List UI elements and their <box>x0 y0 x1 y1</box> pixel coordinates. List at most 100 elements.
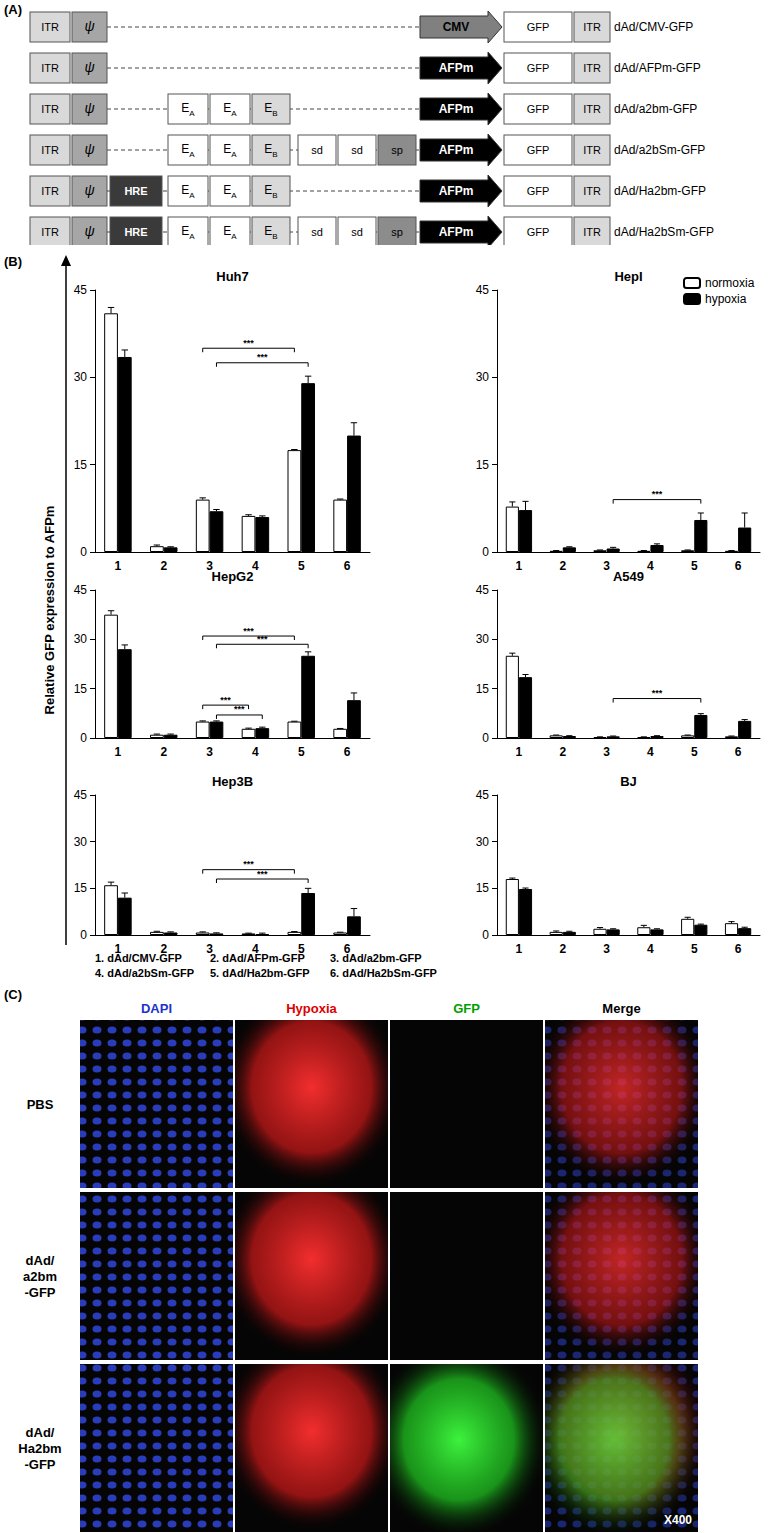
svg-text:AFPm: AFPm <box>439 102 474 116</box>
svg-text:6. dAd/Ha2bSm-GFP: 6. dAd/Ha2bSm-GFP <box>330 967 437 979</box>
svg-text:EA: EA <box>223 183 237 200</box>
svg-text:30: 30 <box>476 835 490 849</box>
svg-text:-GFP: -GFP <box>24 1285 55 1300</box>
svg-text:sp: sp <box>391 226 403 238</box>
svg-text:EA: EA <box>223 101 237 118</box>
svg-text:Hypoxia: Hypoxia <box>286 1001 337 1016</box>
svg-text:Ha2bm: Ha2bm <box>18 1441 61 1456</box>
svg-text:1: 1 <box>516 745 523 759</box>
svg-text:15: 15 <box>476 458 490 472</box>
svg-text:dAd/AFPm-GFP: dAd/AFPm-GFP <box>614 61 701 75</box>
svg-text:3: 3 <box>206 559 213 573</box>
svg-text:***: *** <box>652 688 663 698</box>
svg-text:6: 6 <box>344 745 351 759</box>
svg-text:6: 6 <box>735 559 742 573</box>
svg-text:PBS: PBS <box>27 1097 54 1112</box>
svg-text:6: 6 <box>735 745 742 759</box>
svg-text:sd: sd <box>351 144 363 156</box>
svg-text:AFPm: AFPm <box>439 184 474 198</box>
svg-text:4: 4 <box>252 745 259 759</box>
svg-text:ITR: ITR <box>583 62 601 74</box>
svg-text:(A): (A) <box>4 2 22 17</box>
svg-text:dAd/CMV-GFP: dAd/CMV-GFP <box>614 20 693 34</box>
svg-text:5: 5 <box>691 942 698 956</box>
svg-text:5: 5 <box>298 942 305 956</box>
svg-text:EA: EA <box>181 183 195 200</box>
svg-text:***: *** <box>652 489 663 499</box>
svg-text:HRE: HRE <box>124 185 147 197</box>
svg-text:5: 5 <box>298 745 305 759</box>
svg-text:30: 30 <box>74 632 88 646</box>
svg-text:2. dAd/AFPm-GFP: 2. dAd/AFPm-GFP <box>210 952 305 964</box>
svg-text:1: 1 <box>115 942 122 956</box>
svg-text:3: 3 <box>206 745 213 759</box>
svg-text:ITR: ITR <box>583 103 601 115</box>
svg-text:ITR: ITR <box>41 226 59 238</box>
svg-text:dAd/Ha2bm-GFP: dAd/Ha2bm-GFP <box>614 184 706 198</box>
svg-text:***: *** <box>257 352 268 362</box>
svg-text:Hep3B: Hep3B <box>212 774 253 789</box>
svg-text:30: 30 <box>74 370 88 384</box>
svg-text:ITR: ITR <box>41 21 59 33</box>
svg-text:ITR: ITR <box>583 144 601 156</box>
svg-text:ITR: ITR <box>41 144 59 156</box>
svg-text:4: 4 <box>252 559 259 573</box>
svg-text:sd: sd <box>311 226 323 238</box>
svg-text:HRE: HRE <box>124 226 147 238</box>
svg-text:2: 2 <box>160 559 167 573</box>
svg-text:0: 0 <box>482 731 489 745</box>
svg-text:GFP: GFP <box>527 103 550 115</box>
svg-text:1: 1 <box>115 745 122 759</box>
svg-text:AFPm: AFPm <box>439 143 474 157</box>
svg-text:GFP: GFP <box>527 62 550 74</box>
svg-text:GFP: GFP <box>527 185 550 197</box>
svg-text:5: 5 <box>298 559 305 573</box>
svg-text:0: 0 <box>482 928 489 942</box>
svg-text:ITR: ITR <box>41 185 59 197</box>
svg-text:normoxia: normoxia <box>705 276 755 290</box>
svg-text:BJ: BJ <box>620 774 637 789</box>
svg-text:2: 2 <box>559 745 566 759</box>
svg-text:2: 2 <box>160 942 167 956</box>
svg-text:ITR: ITR <box>41 62 59 74</box>
svg-text:30: 30 <box>74 835 88 849</box>
svg-text:AFPm: AFPm <box>439 61 474 75</box>
svg-text:A549: A549 <box>613 569 644 584</box>
svg-text:ψ: ψ <box>84 100 94 116</box>
svg-text:1: 1 <box>115 559 122 573</box>
svg-text:dAd/a2bm-GFP: dAd/a2bm-GFP <box>614 102 697 116</box>
svg-text:15: 15 <box>74 458 88 472</box>
svg-text:EA: EA <box>181 101 195 118</box>
svg-text:ITR: ITR <box>583 21 601 33</box>
svg-text:0: 0 <box>80 928 87 942</box>
svg-text:ITR: ITR <box>583 226 601 238</box>
svg-text:0: 0 <box>80 731 87 745</box>
svg-text:4: 4 <box>647 559 654 573</box>
svg-text:***: *** <box>243 338 254 348</box>
svg-text:45: 45 <box>74 283 88 297</box>
svg-text:3: 3 <box>206 942 213 956</box>
svg-text:0: 0 <box>482 545 489 559</box>
svg-text:45: 45 <box>476 283 490 297</box>
svg-text:15: 15 <box>476 682 490 696</box>
svg-text:sd: sd <box>311 144 323 156</box>
svg-text:4: 4 <box>252 942 259 956</box>
svg-text:6: 6 <box>344 942 351 956</box>
svg-text:4: 4 <box>647 745 654 759</box>
svg-text:hypoxia: hypoxia <box>705 292 747 306</box>
svg-text:45: 45 <box>476 788 490 802</box>
svg-text:EB: EB <box>264 224 277 241</box>
svg-text:EB: EB <box>264 101 277 118</box>
svg-text:HepG2: HepG2 <box>212 569 254 584</box>
svg-text:ψ: ψ <box>84 223 94 239</box>
svg-text:sp: sp <box>391 144 403 156</box>
svg-text:ψ: ψ <box>84 182 94 198</box>
svg-text:-GFP: -GFP <box>24 1457 55 1472</box>
svg-text:***: *** <box>220 695 231 705</box>
svg-text:a2bm: a2bm <box>23 1269 57 1284</box>
svg-text:***: *** <box>257 634 268 644</box>
svg-text:3. dAd/a2bm-GFP: 3. dAd/a2bm-GFP <box>330 952 422 964</box>
svg-text:15: 15 <box>74 881 88 895</box>
svg-text:GFP: GFP <box>527 144 550 156</box>
svg-text:dAd/: dAd/ <box>26 1425 55 1440</box>
